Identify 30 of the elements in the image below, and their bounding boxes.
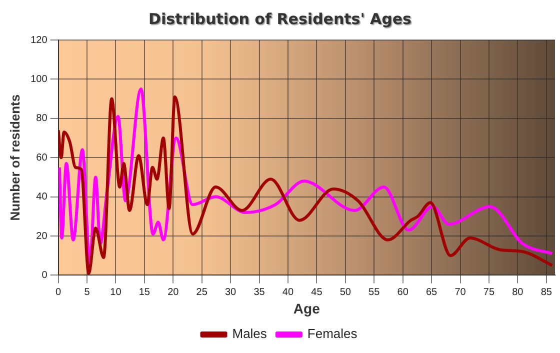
x-tick-label: 15 — [138, 286, 150, 298]
x-tick-label: 50 — [340, 286, 352, 298]
y-tick-label: 20 — [36, 230, 48, 242]
x-axis-title: Age — [293, 300, 320, 316]
x-tick-label: 45 — [311, 286, 323, 298]
x-tick-label: 20 — [168, 286, 180, 298]
x-tick-label: 85 — [540, 286, 552, 298]
legend-label: Females — [307, 326, 358, 342]
x-tick-label: 55 — [368, 286, 380, 298]
y-tick-label: 80 — [36, 113, 48, 124]
legend-label: Males — [232, 326, 268, 342]
chart-title: Distribution of Residents' Ages — [148, 10, 412, 28]
x-tick-label: 30 — [224, 286, 237, 298]
y-tick-label: 0 — [42, 270, 48, 281]
x-tick-label: 60 — [397, 286, 409, 298]
x-tick-label: 0 — [56, 286, 62, 298]
y-tick-label: 120 — [30, 34, 48, 46]
x-tick-label: 10 — [110, 286, 122, 298]
y-tick-label: 40 — [36, 192, 48, 203]
x-tick-label: 25 — [196, 286, 208, 298]
y-tick-label: 60 — [36, 152, 48, 164]
x-tick-label: 5 — [84, 286, 90, 298]
x-tick-label: 40 — [282, 286, 294, 298]
x-tick-label: 80 — [512, 286, 524, 298]
y-tick-label: 100 — [30, 74, 48, 85]
y-axis-title: Number of residents — [7, 94, 22, 221]
x-tick-label: 65 — [426, 286, 438, 298]
x-tick-label: 75 — [483, 286, 495, 298]
x-tick-label: 35 — [254, 286, 266, 298]
x-tick-label: 70 — [454, 286, 466, 298]
